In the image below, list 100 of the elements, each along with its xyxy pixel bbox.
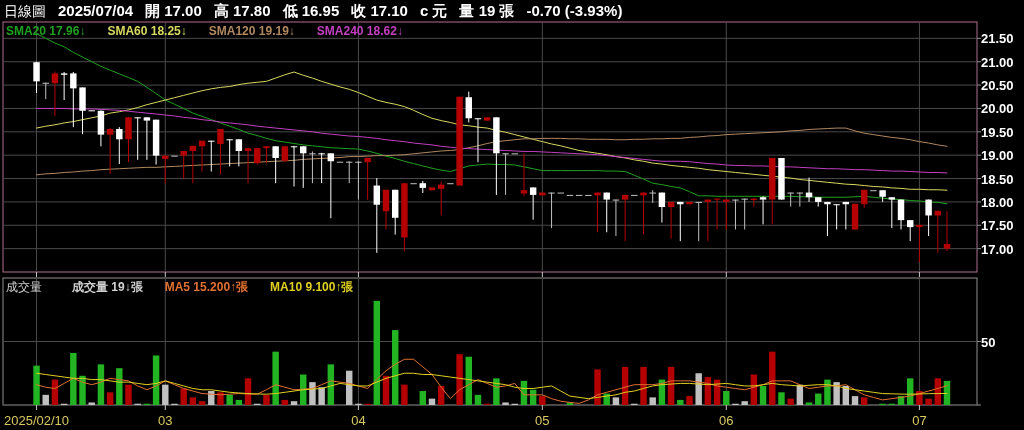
- bar: [833, 382, 840, 405]
- bar: [502, 402, 509, 405]
- candlestick: [97, 109, 105, 147]
- bar: [677, 399, 684, 405]
- candlestick: [318, 152, 325, 184]
- text: c 元: [419, 2, 448, 19]
- candlestick: [364, 157, 371, 201]
- candlestick: [833, 203, 840, 230]
- candlestick: [796, 192, 804, 208]
- y-tick-label: 21.50: [981, 31, 1014, 47]
- candlestick: [346, 160, 353, 184]
- bar: [851, 396, 859, 405]
- y-tick-label: 17.50: [981, 218, 1014, 234]
- bar: [649, 397, 656, 405]
- bar: [281, 399, 289, 405]
- y-tick-label: 19.50: [981, 124, 1014, 140]
- candlestick: [217, 128, 224, 176]
- text: 低 16.95: [281, 2, 340, 19]
- candlestick: [106, 127, 114, 175]
- candlestick: [888, 196, 896, 229]
- bar: [539, 396, 546, 405]
- x-tick-label: 05: [535, 413, 550, 428]
- candlestick: [603, 192, 610, 233]
- candlestick: [916, 224, 923, 263]
- candlestick: [189, 145, 197, 184]
- bar: [741, 401, 748, 405]
- x-tick-label: 04: [351, 413, 366, 428]
- bar: [180, 388, 187, 405]
- candlestick: [649, 189, 656, 204]
- legend: SMA20 17.96↓ SMA60 18.25↓ SMA120 19.19↓ SMA240 18.62↓: [6, 24, 403, 38]
- candlestick: [33, 61, 40, 94]
- candlestick: [621, 194, 629, 242]
- chart-subtitle: 2025/07/04: [58, 2, 134, 19]
- candlestick: [677, 201, 684, 242]
- bar: [805, 402, 813, 405]
- bar: [861, 397, 868, 405]
- candlestick: [125, 116, 132, 163]
- bar: [290, 401, 298, 405]
- candlestick: [180, 150, 187, 180]
- bar: [456, 354, 463, 405]
- bar: [88, 402, 95, 405]
- candlestick: [355, 160, 362, 201]
- bar: [272, 351, 279, 405]
- candlestick: [208, 140, 215, 173]
- candlestick: [658, 192, 666, 223]
- bar: [79, 375, 86, 405]
- candlestick: [116, 126, 123, 165]
- bar: [198, 401, 206, 405]
- bar: [42, 394, 49, 405]
- candlestick: [70, 71, 77, 128]
- candlestick: [907, 219, 914, 242]
- bar: [419, 391, 427, 405]
- candlestick: [713, 197, 721, 230]
- bar: [217, 392, 224, 405]
- bar: [612, 397, 620, 405]
- candlestick: [548, 192, 555, 229]
- text: 高 17.80: [213, 2, 271, 19]
- y-tick-label: 20.50: [981, 78, 1014, 94]
- candlestick: [327, 152, 335, 219]
- bar: [686, 396, 693, 405]
- bar: [778, 392, 785, 405]
- candlestick: [162, 154, 169, 184]
- text: 開 17.00: [145, 2, 202, 19]
- candlestick: [143, 116, 151, 161]
- candlestick: [51, 71, 59, 117]
- bar: [594, 369, 601, 405]
- x-tick-label: 07: [912, 413, 927, 428]
- candlestick: [502, 152, 509, 196]
- candlestick: [667, 201, 675, 240]
- candlestick: [244, 147, 252, 184]
- bar: [235, 399, 243, 405]
- bar: [401, 384, 408, 405]
- y-tick-label: 18.50: [981, 171, 1014, 187]
- chart-title: 日線圖: [4, 3, 46, 19]
- bar: [33, 365, 40, 405]
- candlestick: [290, 145, 298, 187]
- candlestick: [612, 199, 620, 237]
- candlestick: [60, 71, 68, 101]
- candlestick: [373, 177, 381, 254]
- bar: [787, 398, 794, 405]
- candlestick: [226, 138, 233, 167]
- y-tick-label: 17.00: [981, 241, 1014, 257]
- candlestick: [925, 199, 932, 237]
- line-series: [36, 71, 948, 191]
- bar: [474, 394, 482, 405]
- candlestick: [42, 82, 49, 100]
- x-tick-label: 2025/02/10: [4, 413, 70, 428]
- candlestick: [897, 199, 905, 230]
- legend: 成交量 成交量 19↓張 MA5 15.200↑張 MA10 9.100↑張: [6, 280, 354, 294]
- candlestick: [300, 145, 307, 189]
- candlestick: [272, 145, 279, 184]
- bar: [723, 391, 730, 405]
- candlestick: [759, 195, 767, 225]
- y-tick-label: 19.00: [981, 148, 1014, 164]
- candlestick: [235, 138, 243, 167]
- candlestick: [695, 201, 702, 242]
- bar: [759, 385, 767, 405]
- text: -0.70 (-3.93%): [526, 2, 623, 19]
- x-tick-label: 03: [158, 413, 173, 428]
- candlestick: [824, 201, 831, 237]
